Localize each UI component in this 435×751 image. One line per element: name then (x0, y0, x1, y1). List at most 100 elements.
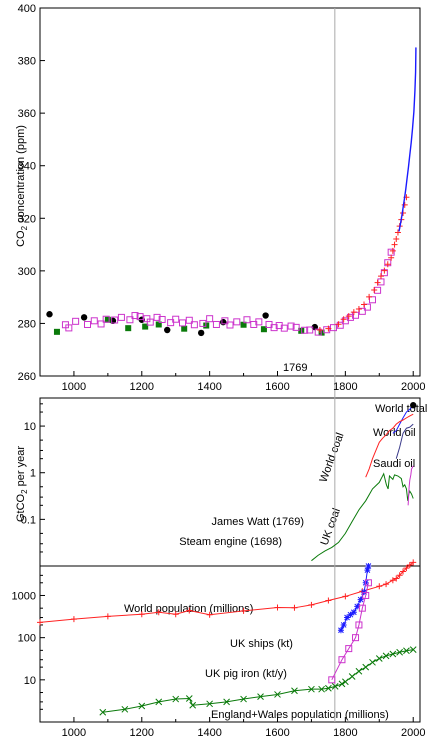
p3-point-plus (325, 597, 332, 604)
p1-point-filled-square (104, 316, 111, 323)
p1-point-plus (366, 293, 373, 300)
p1-point-open-square (117, 313, 125, 321)
p3-point-plus (172, 611, 179, 618)
p3-point-x (189, 701, 197, 709)
p3-point-x (382, 652, 390, 660)
p1-point-open-square (221, 317, 229, 325)
p2-series-0 (392, 404, 414, 434)
panel1-ylabel: CO2 concentration (ppm) (15, 125, 29, 247)
p1-series-line-4 (398, 47, 417, 232)
p3-point-plus (70, 616, 77, 623)
p1-ytick-label: 300 (18, 266, 36, 278)
chart-marks: 260 280 300 320 340 360 380 400 1000 1200 1400 1600… (12, 3, 426, 739)
p3-point-x (403, 647, 410, 655)
p2-series-4 (407, 465, 414, 506)
p3-point-asterisk (364, 567, 371, 574)
p1-point-open-square (212, 320, 220, 328)
p1-point-plus (388, 254, 395, 261)
p3-point-asterisk (365, 563, 372, 569)
p3-point-asterisk (340, 621, 347, 628)
p3-point-open-square (345, 645, 353, 653)
p3-point-plus (186, 607, 193, 614)
p3-point-x (308, 685, 315, 693)
p1-point-plus (355, 305, 362, 312)
p1-point-open-square (146, 318, 154, 326)
p1-ytick-label: 360 (18, 108, 36, 120)
p3-point-x (342, 678, 349, 686)
p1-point-open-square (65, 324, 73, 332)
p1-point-filled-square (240, 321, 247, 328)
p1-point-plus (350, 309, 357, 316)
p3-point-plus (37, 619, 43, 626)
annot-world-oil: World oil (373, 427, 416, 439)
p1-point-open-square (287, 322, 295, 330)
p1-ytick-label: 340 (18, 161, 36, 173)
p1-point-filled-square (142, 323, 149, 330)
p1-point-filled-square (181, 325, 188, 332)
p3-xtick-label: 1600 (265, 727, 289, 739)
p3-xtick-label: 1200 (130, 727, 154, 739)
p3-point-x (348, 673, 356, 680)
p1-point-plus (374, 279, 381, 286)
p3-point-plus (155, 609, 162, 616)
p3-point-x (355, 667, 363, 675)
annot-james-watt: James Watt (1769) (211, 516, 304, 528)
p1-xtick-label: 1600 (265, 381, 289, 393)
p1-point-filled-square (125, 325, 132, 332)
p3-point-open-square (362, 591, 370, 599)
p1-xtick-label: 2000 (401, 381, 425, 393)
p1-point-open-square (97, 320, 105, 328)
p3-point-x (331, 683, 339, 690)
p3-series-line-3 (102, 649, 414, 713)
p3-point-plus (138, 611, 145, 618)
p1-point-open-square (255, 318, 263, 326)
panel1-ylabel-sub: 2 (20, 225, 29, 230)
panel1-frame (39, 7, 421, 377)
p1-point-plus (377, 273, 384, 280)
p1-point-plus (384, 261, 391, 268)
panel2-ylabel: GtCO2 per year (15, 446, 29, 522)
p1-point-open-square (72, 317, 80, 325)
p1-ytick-label: 380 (18, 56, 36, 68)
p3-point-plus (406, 561, 413, 568)
p3-point-asterisk (337, 627, 344, 634)
p3-point-plus (342, 593, 349, 600)
annot-world-coal: World coal (318, 431, 347, 484)
p3-point-plus (104, 613, 111, 620)
p1-point-filled-circle (197, 329, 205, 337)
p1-point-open-square (329, 324, 337, 332)
p1-point-open-square (111, 316, 119, 324)
p3-point-plus (400, 568, 407, 575)
p3-point-x (121, 705, 129, 713)
p1-point-filled-circle (262, 312, 269, 319)
p1-point-open-square (292, 323, 300, 331)
p2-ytick-label: 0.1 (21, 514, 36, 526)
p1-point-open-square (243, 316, 251, 324)
label-uk-pig-iron: UK pig iron (kt/y) (205, 668, 287, 680)
p3-point-x (362, 663, 370, 671)
p1-point-plus (325, 325, 332, 332)
p3-series-line-2 (331, 582, 369, 681)
p3-xtick-label: 1000 (62, 727, 86, 739)
p1-point-open-square (84, 320, 91, 328)
p1-point-open-square (377, 278, 385, 286)
p3-point-x (206, 700, 213, 708)
p3-point-plus (389, 577, 396, 584)
p2-marker-world-total (410, 402, 417, 409)
p1-ytick-label: 260 (18, 371, 36, 383)
p1-point-open-square (226, 321, 234, 329)
p1-point-open-square (206, 315, 214, 323)
p3-point-asterisk (350, 609, 357, 616)
panel2-ylabel-sub: 2 (20, 489, 29, 494)
p1-point-open-square (314, 328, 322, 336)
p2-series-2 (395, 423, 414, 459)
vline-label-1769: 1769 (283, 362, 307, 374)
p1-point-open-square (102, 315, 110, 323)
p3-point-x (369, 658, 376, 666)
panel1-ylabel-pre: CO (15, 230, 27, 247)
p1-xtick-label: 1200 (130, 381, 154, 393)
p3-xtick-label: 1400 (197, 727, 221, 739)
p3-point-open-square (328, 676, 336, 684)
p3-point-x (375, 655, 383, 662)
p1-point-plus (381, 267, 388, 274)
